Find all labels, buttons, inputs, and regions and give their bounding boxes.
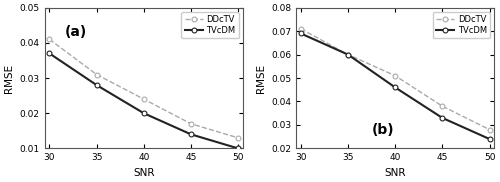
TVcDM — [298, 32, 304, 35]
X-axis label: SNR: SNR — [384, 168, 406, 178]
Text: (a): (a) — [64, 25, 87, 39]
Y-axis label: RMSE: RMSE — [256, 64, 266, 93]
TVcDM — [46, 52, 52, 54]
Y-axis label: RMSE: RMSE — [4, 64, 14, 93]
Line: DDcTV: DDcTV — [298, 26, 492, 132]
Text: (b): (b) — [372, 123, 394, 137]
DDcTV — [440, 105, 446, 107]
TVcDM — [392, 86, 398, 88]
TVcDM — [345, 54, 351, 56]
TVcDM — [235, 147, 241, 149]
TVcDM — [188, 133, 194, 135]
TVcDM — [141, 112, 147, 114]
Legend: DDcTV, TVcDM: DDcTV, TVcDM — [182, 12, 238, 38]
X-axis label: SNR: SNR — [133, 168, 154, 178]
DDcTV — [486, 128, 492, 131]
DDcTV — [345, 54, 351, 56]
Line: DDcTV: DDcTV — [47, 37, 240, 140]
DDcTV — [141, 98, 147, 100]
Line: TVcDM: TVcDM — [298, 31, 492, 141]
DDcTV — [298, 28, 304, 30]
TVcDM — [440, 117, 446, 119]
DDcTV — [235, 137, 241, 139]
DDcTV — [392, 75, 398, 77]
TVcDM — [94, 84, 100, 86]
TVcDM — [486, 138, 492, 140]
Line: TVcDM: TVcDM — [47, 51, 240, 151]
DDcTV — [188, 123, 194, 125]
DDcTV — [46, 38, 52, 40]
DDcTV — [94, 73, 100, 76]
Legend: DDcTV, TVcDM: DDcTV, TVcDM — [432, 12, 490, 38]
